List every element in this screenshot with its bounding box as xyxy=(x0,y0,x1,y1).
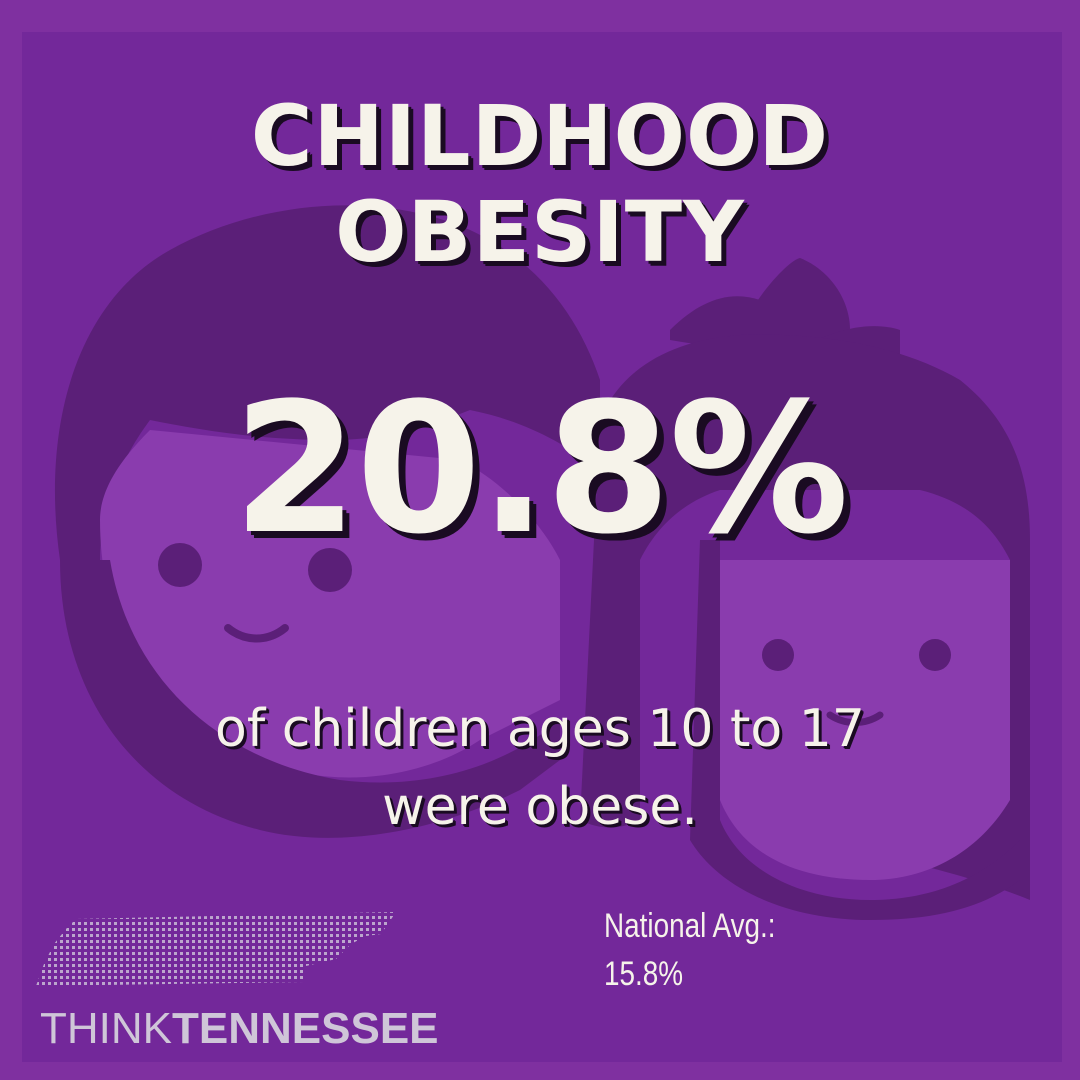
national-average: National Avg.: 15.8% xyxy=(604,902,776,998)
description-line-1: of children ages 10 to 17 xyxy=(215,699,865,759)
title-line-1: CHILDHOOD xyxy=(250,87,830,185)
national-average-value: 15.8% xyxy=(604,955,684,993)
logo-wordmark: THINKTENNESSEE xyxy=(40,1004,439,1054)
statistic-value: 20.8% xyxy=(232,365,849,574)
logo-word-think: THINK xyxy=(40,1004,172,1053)
girl-face-icon xyxy=(580,258,1030,920)
description-line-2: were obese. xyxy=(382,777,698,837)
national-average-label: National Avg.: xyxy=(604,907,776,945)
page-title: CHILDHOOD OBESITY xyxy=(0,88,1080,280)
statistic-description: of children ages 10 to 17 were obese. xyxy=(0,690,1080,846)
logo-word-tennessee: TENNESSEE xyxy=(172,1004,439,1053)
tennessee-map-icon xyxy=(36,912,396,986)
boy-face-icon xyxy=(54,205,601,838)
think-tennessee-logo: THINKTENNESSEE xyxy=(36,904,439,1054)
title-line-2: OBESITY xyxy=(335,183,745,281)
